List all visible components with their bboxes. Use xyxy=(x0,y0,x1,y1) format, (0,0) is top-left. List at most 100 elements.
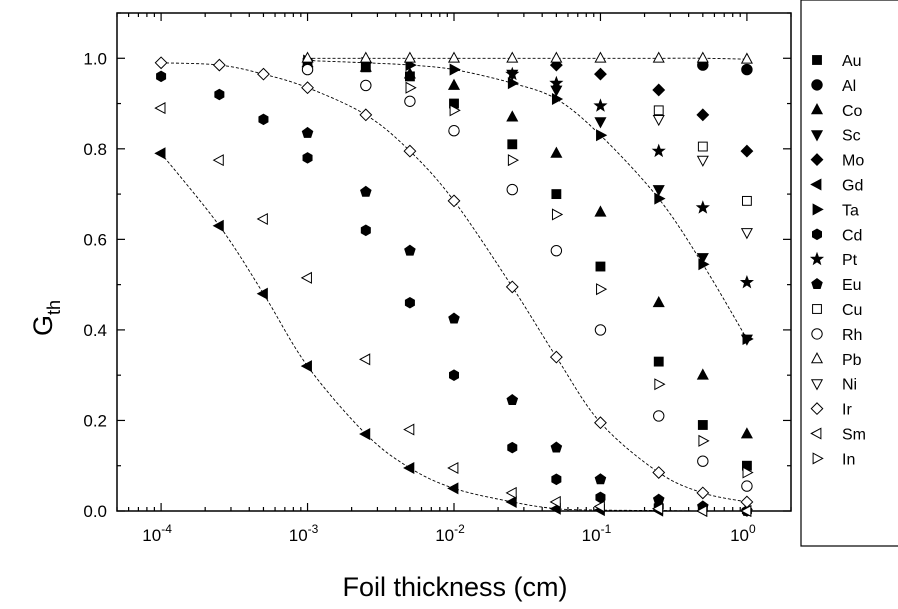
point-sm xyxy=(549,495,561,508)
x-tick-label: 10-4 xyxy=(142,522,172,545)
point-ni xyxy=(740,228,753,240)
point-rh xyxy=(550,244,563,257)
point-rh xyxy=(360,79,372,92)
point-pb xyxy=(652,51,665,63)
point-co xyxy=(550,146,563,158)
point-rh xyxy=(741,480,753,492)
point-ni xyxy=(652,114,665,127)
legend-marker xyxy=(810,130,824,142)
point-sm xyxy=(696,504,708,518)
point-cd xyxy=(595,491,606,504)
point-ir xyxy=(447,194,461,208)
point-pt xyxy=(505,66,520,81)
point-in xyxy=(698,434,710,447)
point-sc xyxy=(594,117,607,129)
point-cu xyxy=(741,195,752,206)
point-sm xyxy=(505,486,517,499)
point-pb xyxy=(301,51,314,63)
series-cd xyxy=(156,70,752,517)
legend-marker xyxy=(811,79,823,91)
point-eu xyxy=(301,126,314,138)
point-eu xyxy=(550,441,563,453)
legend-marker xyxy=(810,402,824,416)
x-tick-label: 100 xyxy=(730,522,756,545)
legend-label: Au xyxy=(842,53,862,70)
x-axis-title: Foil thickness (cm) xyxy=(342,572,567,602)
data-markers xyxy=(154,51,754,518)
point-sm xyxy=(359,353,371,366)
point-au xyxy=(507,139,518,150)
legend-item-sc: Sc xyxy=(810,128,861,145)
point-pt xyxy=(651,143,666,158)
point-cd xyxy=(404,296,415,309)
legend-label: Gd xyxy=(842,178,863,195)
point-sc xyxy=(652,185,665,197)
point-pb xyxy=(447,51,461,63)
point-sc xyxy=(696,253,709,265)
series-rh xyxy=(301,63,753,492)
x-tick-base: 10 xyxy=(142,526,161,545)
point-ir xyxy=(359,108,373,122)
legend-marker xyxy=(810,379,824,391)
legend-label: In xyxy=(842,451,855,468)
point-cd xyxy=(448,369,460,381)
point-ta xyxy=(507,77,520,90)
legend-label: Sm xyxy=(842,427,866,444)
legend-label: Eu xyxy=(842,277,862,294)
legend-label: Sc xyxy=(842,128,861,145)
x-tick-label: 10-3 xyxy=(289,522,319,545)
point-pb xyxy=(550,51,563,63)
point-mo xyxy=(696,108,710,122)
point-pb xyxy=(696,51,709,63)
legend-item-ir: Ir xyxy=(810,402,852,419)
x-tick-base: 10 xyxy=(730,526,749,545)
point-cd xyxy=(258,113,269,126)
legend-item-au: Au xyxy=(812,53,862,70)
point-gd xyxy=(403,461,415,475)
y-axis-title-sub: th xyxy=(44,300,64,315)
legend-marker xyxy=(812,55,822,65)
legend-marker xyxy=(810,352,824,364)
point-ta xyxy=(551,92,564,106)
point-gd xyxy=(505,495,517,508)
x-tick-label: 10-2 xyxy=(435,522,465,545)
point-sm xyxy=(403,423,415,436)
point-ir xyxy=(154,56,168,70)
legend-marker xyxy=(809,251,825,266)
point-ir xyxy=(212,58,226,72)
point-sm xyxy=(300,271,312,284)
point-au xyxy=(697,420,708,430)
legend-marker xyxy=(810,153,824,167)
point-gd xyxy=(256,287,268,300)
legend-item-gd: Gd xyxy=(810,178,863,195)
x-tick-exponent: 0 xyxy=(749,522,756,536)
point-co xyxy=(403,67,416,79)
point-sm xyxy=(740,504,752,518)
legend-item-pb: Pb xyxy=(810,352,862,369)
legend-item-al: Al xyxy=(811,78,856,95)
point-in xyxy=(596,283,608,296)
point-cd xyxy=(214,88,225,101)
legend-marker xyxy=(812,203,824,216)
fit-line-pb xyxy=(307,57,747,60)
point-eu xyxy=(652,493,665,505)
series-pb xyxy=(301,51,753,64)
series-sc xyxy=(506,69,753,346)
point-ta xyxy=(698,258,710,271)
point-co xyxy=(447,78,461,90)
legend: Au Al Co Sc Mo Gd Ta Cd Pt Eu Cu Rh Pb Ni Ir Sm In xyxy=(800,0,898,547)
point-sm xyxy=(447,461,459,475)
legend-label: Pb xyxy=(842,352,862,369)
series-mo xyxy=(549,58,754,158)
legend-label: Ir xyxy=(842,402,852,419)
point-rh xyxy=(653,410,665,422)
y-axis-title: Gth xyxy=(28,300,64,336)
point-ir xyxy=(505,280,519,294)
point-co xyxy=(594,205,607,217)
point-ir xyxy=(301,81,314,95)
x-tick-exponent: -3 xyxy=(308,522,319,536)
legend-marker xyxy=(811,228,823,241)
point-co xyxy=(506,110,519,122)
point-pb xyxy=(594,51,607,63)
